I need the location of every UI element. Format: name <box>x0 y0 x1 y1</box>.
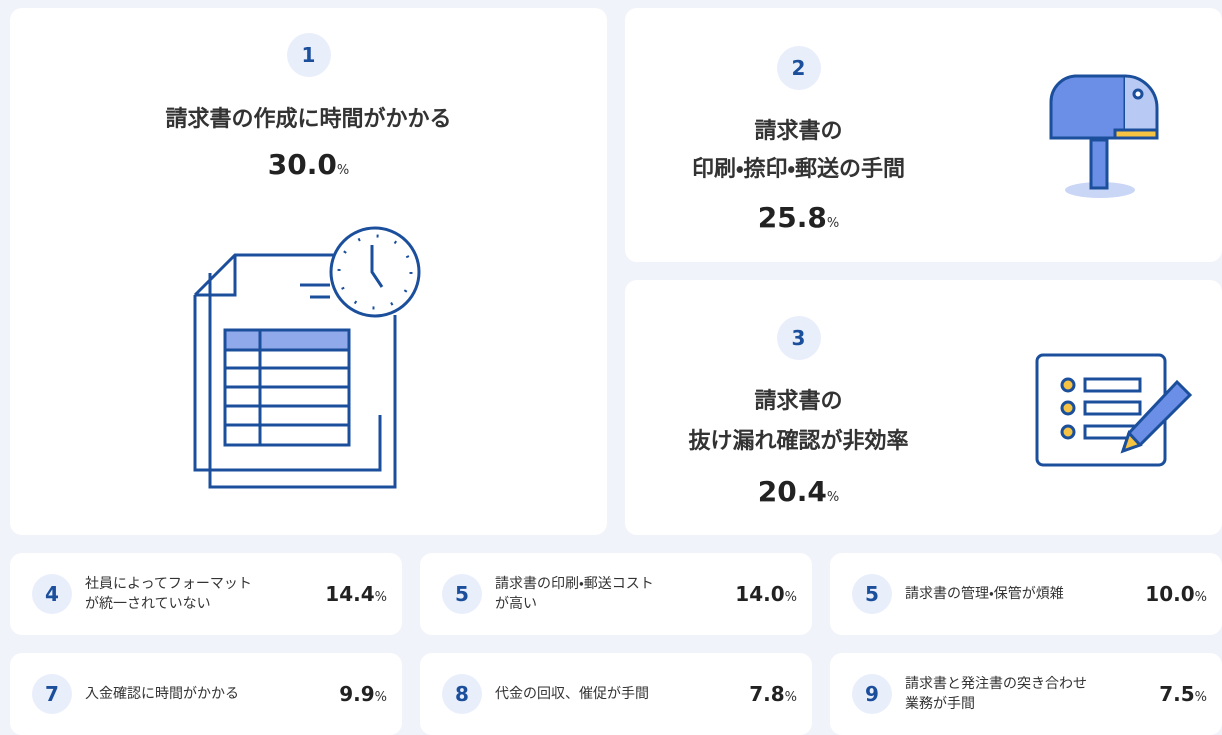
value-number: 20.4 <box>758 475 827 508</box>
value-number: 14.4 <box>325 582 374 606</box>
item-label: 請求書の <box>499 383 1099 421</box>
label-line: 請求書と発注書の突き合わせ <box>905 674 1087 694</box>
item-label: 印刷・捺印・郵送の手間 <box>499 151 1099 189</box>
label-line: 請求書の管理・保管が煩雑 <box>905 584 1064 604</box>
rank-badge: 3 <box>777 316 821 360</box>
page: 1請求書の作成に時間がかかる30.0%2請求書の印刷・捺印・郵送の手間25.8%… <box>0 0 1222 735</box>
label-line: が高い <box>495 594 654 614</box>
value-number: 10.0 <box>1145 582 1194 606</box>
value-unit: % <box>785 690 797 705</box>
item-value: 7.8% <box>662 680 797 712</box>
label-line: 入金確認に時間がかかる <box>85 684 239 704</box>
item-value: 30.0% <box>159 145 459 191</box>
invoice-icon <box>190 225 430 495</box>
rank-badge: 8 <box>442 674 482 714</box>
value-unit: % <box>337 163 349 178</box>
item-value: 9.9% <box>252 680 387 712</box>
item-value: 14.4% <box>252 580 387 612</box>
item-label: 代金の回収、催促が手間 <box>495 684 649 704</box>
item-label: 抜け漏れ確認が非効率 <box>499 423 1099 461</box>
value-number: 7.8 <box>749 682 784 706</box>
rank-badge: 2 <box>777 46 821 90</box>
value-number: 25.8 <box>758 201 827 234</box>
value-unit: % <box>827 490 839 505</box>
item-label: 請求書の管理・保管が煩雑 <box>905 584 1064 604</box>
item-label: 請求書の <box>499 113 1099 151</box>
label-line: 請求書の印刷・郵送コスト <box>495 574 654 594</box>
rank-badge: 5 <box>852 574 892 614</box>
value-unit: % <box>375 690 387 705</box>
label-line: 代金の回収、催促が手間 <box>495 684 649 704</box>
item-value: 20.4% <box>649 472 949 518</box>
value-number: 30.0 <box>268 148 337 181</box>
item-value: 7.5% <box>1072 680 1207 712</box>
value-number: 9.9 <box>339 682 374 706</box>
value-unit: % <box>375 590 387 605</box>
rank-badge: 9 <box>852 674 892 714</box>
rank-badge: 4 <box>32 574 72 614</box>
item-label: 請求書と発注書の突き合わせ業務が手間 <box>905 674 1087 714</box>
label-line: が統一されていない <box>85 594 252 614</box>
item-value: 10.0% <box>1072 580 1207 612</box>
rank-badge: 1 <box>287 33 331 77</box>
value-number: 14.0 <box>735 582 784 606</box>
value-unit: % <box>1195 590 1207 605</box>
value-unit: % <box>785 590 797 605</box>
value-number: 7.5 <box>1159 682 1194 706</box>
item-value: 14.0% <box>662 580 797 612</box>
value-unit: % <box>1195 690 1207 705</box>
label-line: 社員によってフォーマット <box>85 574 252 594</box>
value-unit: % <box>827 216 839 231</box>
item-label: 請求書の印刷・郵送コストが高い <box>495 574 654 614</box>
rank-badge: 5 <box>442 574 482 614</box>
item-value: 25.8% <box>649 198 949 244</box>
item-label: 社員によってフォーマットが統一されていない <box>85 574 252 614</box>
item-label: 入金確認に時間がかかる <box>85 684 239 704</box>
rank-badge: 7 <box>32 674 72 714</box>
label-line: 業務が手間 <box>905 694 1087 714</box>
